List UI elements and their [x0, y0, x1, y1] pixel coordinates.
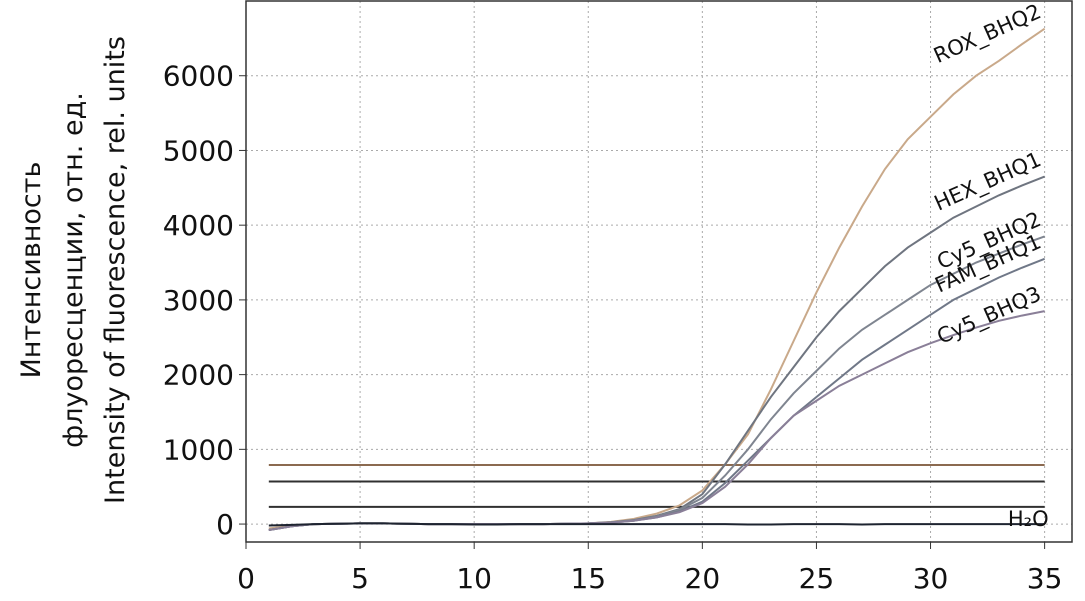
y-label-line: Intensity of fluorescence, rel. units [100, 36, 131, 504]
y-tick-label: 6000 [163, 60, 234, 93]
x-tick-label: 15 [570, 562, 606, 595]
x-tick-label: 30 [913, 562, 949, 595]
series-line [268, 175, 1045, 532]
series-line [268, 522, 1045, 527]
series-label: ROX_BHQ2 [930, 0, 1045, 69]
y-tick-label: 1000 [163, 433, 234, 466]
x-tick-label: 35 [1027, 562, 1063, 595]
x-tick-label: 10 [456, 562, 492, 595]
y-tick-label: 5000 [163, 134, 234, 167]
plot-frame [245, 0, 1073, 543]
series-label: HEX_BHQ1 [931, 147, 1045, 216]
y-label-line: флуоресценции, отн. ед. [58, 92, 89, 448]
series-line [268, 310, 1045, 532]
x-tick-label: 0 [237, 562, 255, 595]
y-label-line: Интенсивность [16, 162, 47, 379]
y-tick-label: 4000 [163, 209, 234, 242]
series-line [268, 27, 1046, 530]
x-tick-label: 20 [685, 562, 721, 595]
series-label: H₂O [1008, 507, 1049, 531]
y-tick-label: 3000 [163, 284, 234, 317]
x-tick-label: 5 [351, 562, 369, 595]
y-axis-label: Интенсивность флуоресценции, отн. ед. In… [16, 36, 131, 504]
y-tick-label: 0 [216, 508, 234, 541]
y-tick-label: 2000 [163, 359, 234, 392]
x-tick-label: 25 [799, 562, 835, 595]
series-line [268, 235, 1045, 532]
